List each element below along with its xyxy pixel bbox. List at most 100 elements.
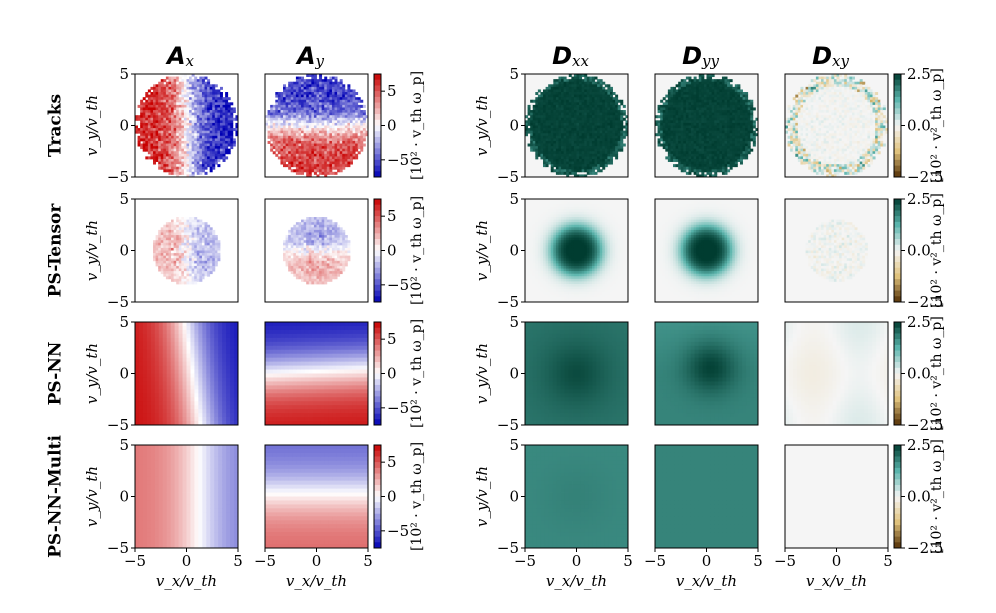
heatmap-cell — [174, 164, 177, 167]
heatmap-cell — [727, 100, 730, 103]
heatmap-cell — [345, 141, 348, 144]
heatmap-cell — [293, 154, 296, 157]
heatmap-cell — [309, 151, 312, 154]
column-title: Dxx — [552, 42, 589, 70]
heatmap-cell — [803, 95, 806, 98]
heatmap-cell — [179, 97, 182, 100]
heatmap-cell — [278, 151, 281, 154]
heatmap-cell — [358, 141, 361, 144]
heatmap-cell — [535, 128, 538, 131]
heatmap-cell — [668, 113, 671, 116]
heatmap-cell — [168, 102, 171, 105]
heatmap-cell — [347, 146, 350, 149]
heatmap-cell — [743, 107, 746, 110]
heatmap-cell — [176, 92, 179, 95]
heatmap-cell — [273, 141, 276, 144]
heatmap-cell — [153, 84, 156, 87]
heatmap-cell — [140, 113, 143, 116]
heatmap-cell — [228, 126, 231, 129]
heatmap-cell — [215, 138, 218, 141]
heatmap-cell — [566, 92, 569, 95]
heatmap-cell — [332, 120, 335, 123]
heatmap-cell — [798, 113, 801, 116]
heatmap-cell — [688, 154, 691, 157]
heatmap-cell — [696, 136, 699, 139]
heatmap-cell — [732, 102, 735, 105]
heatmap-cell — [184, 115, 187, 118]
heatmap-cell — [540, 141, 543, 144]
heatmap-cell — [678, 102, 681, 105]
heatmap-cell — [184, 118, 187, 121]
heatmap-cell — [363, 123, 366, 126]
heatmap-cell — [727, 133, 730, 136]
heatmap-cell — [571, 156, 574, 159]
heatmap-cell — [187, 128, 190, 131]
heatmap-cell — [600, 100, 603, 103]
heatmap-cell — [275, 100, 278, 103]
heatmap-cell — [215, 110, 218, 113]
heatmap-cell — [309, 149, 312, 152]
heatmap-cell — [623, 133, 626, 136]
heatmap-cell — [574, 89, 577, 92]
heatmap-cell — [317, 89, 320, 92]
heatmap-cell — [564, 151, 567, 154]
heatmap-cell — [174, 79, 177, 82]
heatmap-cell — [309, 95, 312, 98]
heatmap-cell — [577, 92, 580, 95]
heatmap-cell — [220, 138, 223, 141]
heatmap-cell — [707, 110, 710, 113]
heatmap-cell — [280, 159, 283, 162]
heatmap-cell — [589, 105, 592, 108]
heatmap-cell — [288, 89, 291, 92]
heatmap-cell — [192, 120, 195, 123]
heatmap-cell — [683, 105, 686, 108]
heatmap-cell — [304, 136, 307, 139]
heatmap-cell — [176, 167, 179, 170]
heatmap-cell — [579, 105, 582, 108]
heatmap-cell — [291, 146, 294, 149]
heatmap-cell — [350, 128, 353, 131]
heatmap-cell — [199, 131, 202, 134]
heatmap-cell — [340, 123, 343, 126]
heatmap-cell — [273, 126, 276, 129]
heatmap-cell — [280, 95, 283, 98]
heatmap-cell — [696, 154, 699, 157]
heatmap-cell — [795, 120, 798, 123]
heatmap-cell — [750, 110, 753, 113]
heatmap-cell — [556, 84, 559, 87]
heatmap-cell — [301, 156, 304, 159]
heatmap-cell — [800, 151, 803, 154]
heatmap-cell — [704, 141, 707, 144]
heatmap-cell — [571, 105, 574, 108]
heatmap-cell — [217, 164, 220, 167]
heatmap-cell — [660, 115, 663, 118]
heatmap-cell — [153, 89, 156, 92]
heatmap-cell — [686, 167, 689, 170]
heatmap-cell — [605, 146, 608, 149]
heatmap-cell — [291, 87, 294, 90]
heatmap-cell — [207, 159, 210, 162]
heatmap-cell — [722, 154, 725, 157]
heatmap-cell — [704, 154, 707, 157]
heatmap-cell — [730, 131, 733, 134]
heatmap-cell — [342, 115, 345, 118]
heatmap-cell — [317, 113, 320, 116]
heatmap-cell — [579, 118, 582, 121]
heatmap-cell — [793, 136, 796, 139]
heatmap-cell — [592, 138, 595, 141]
heatmap-cell — [210, 105, 213, 108]
heatmap-cell — [156, 133, 159, 136]
heatmap-cell — [686, 131, 689, 134]
heatmap-cell — [153, 118, 156, 121]
heatmap-cell — [324, 97, 327, 100]
heatmap-cell — [553, 89, 556, 92]
heatmap-cell — [335, 156, 338, 159]
heatmap-cell — [696, 146, 699, 149]
heatmap-cell — [717, 107, 720, 110]
heatmap-cell — [676, 141, 679, 144]
heatmap-cell — [699, 87, 702, 90]
heatmap-cell — [803, 131, 806, 134]
heatmap-cell — [691, 126, 694, 129]
heatmap-cell — [311, 87, 314, 90]
heatmap-cell — [546, 95, 549, 98]
